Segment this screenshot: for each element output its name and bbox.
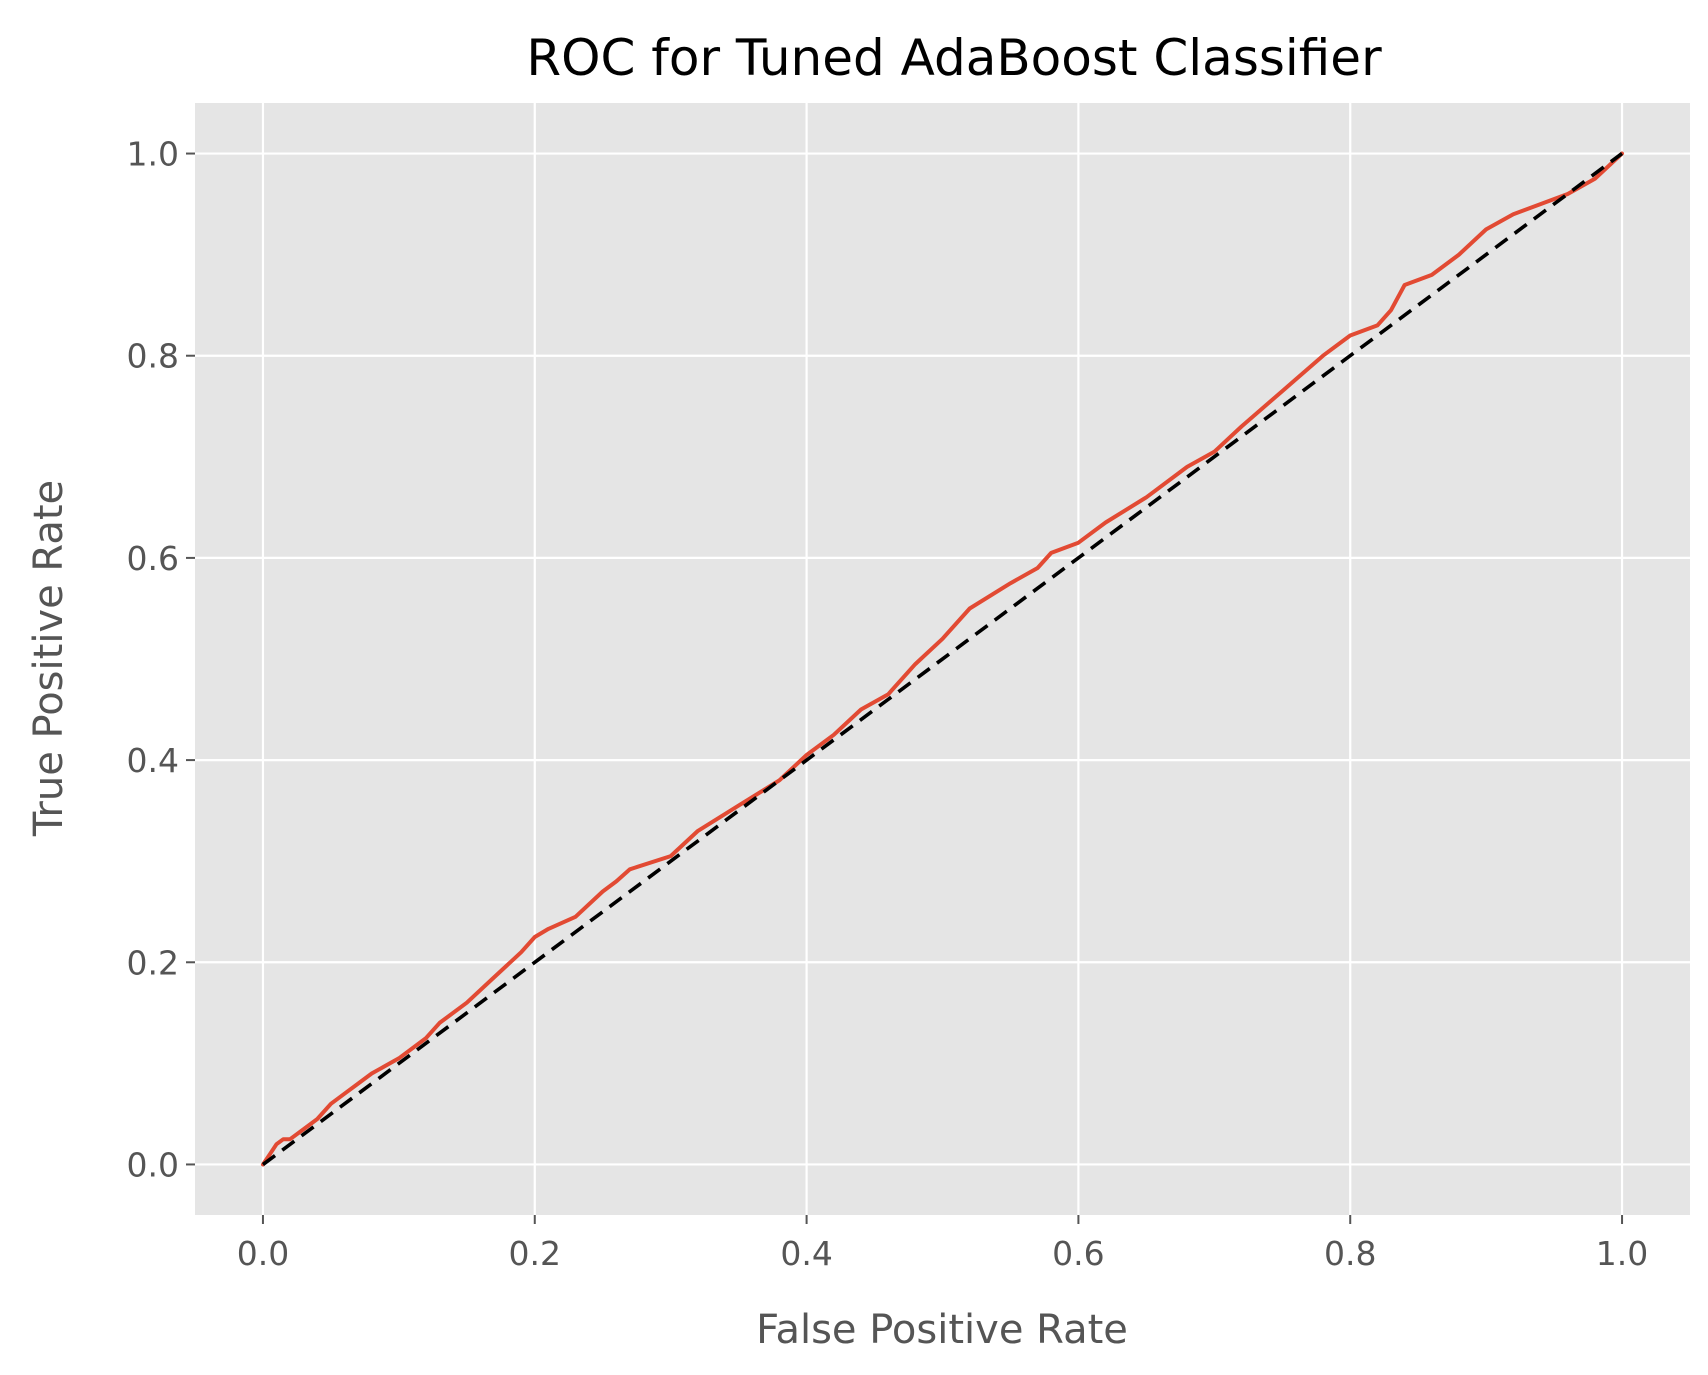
roc-curve [261, 151, 1624, 1167]
y-tick-label: 0.0 [127, 1145, 179, 1184]
y-tick-label: 0.4 [127, 741, 179, 780]
x-tick-label: 0.4 [780, 1234, 832, 1273]
x-tick-label: 0.0 [237, 1234, 289, 1273]
y-tick-label: 0.2 [127, 943, 179, 982]
grid-lines [195, 103, 1690, 1215]
chance-reference-line [261, 152, 1624, 1166]
x-axis-label: False Positive Rate [756, 1307, 1128, 1353]
x-tick-label: 0.2 [509, 1234, 561, 1273]
y-tick-label: 0.8 [127, 337, 179, 376]
axis-ticks: 0.0 0.2 0.4 0.6 0.8 1.0 0.0 0.2 0.4 0.6 0.8 1.0 [127, 135, 1649, 1273]
chart-title: ROC for Tuned AdaBoost Classifier [526, 29, 1382, 87]
y-axis-label: True Positive Rate [26, 480, 72, 837]
x-tick-label: 0.6 [1052, 1234, 1104, 1273]
series-layer [261, 151, 1624, 1167]
y-tick-label: 1.0 [127, 135, 179, 174]
x-tick-label: 0.8 [1324, 1234, 1376, 1273]
y-tick-label: 0.6 [127, 539, 179, 578]
x-tick-label: 1.0 [1596, 1234, 1648, 1273]
